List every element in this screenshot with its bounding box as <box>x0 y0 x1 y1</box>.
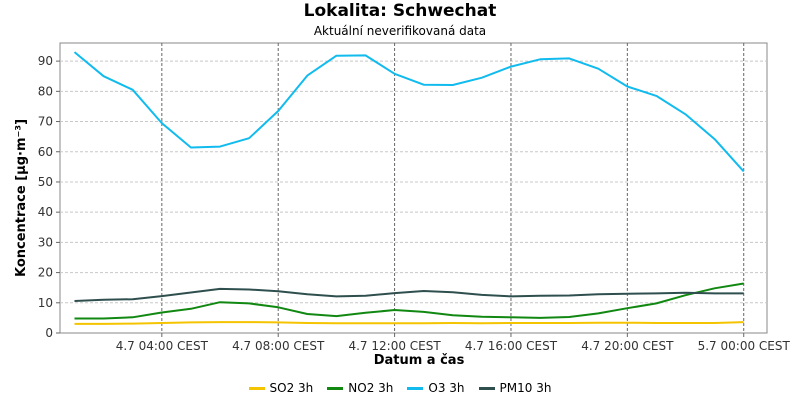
x-tick-label: 4.7 20:00 CEST <box>581 339 674 353</box>
legend-swatch <box>407 386 424 390</box>
legend-item: NO2 3h <box>327 381 393 395</box>
x-tick-label: 4.7 08:00 CEST <box>232 339 325 353</box>
legend-item: O3 3h <box>407 381 465 395</box>
chart-subtitle: Aktuální neverifikovaná data <box>313 24 487 38</box>
y-tick-label: 0 <box>45 326 53 340</box>
x-tick-label: 4.7 16:00 CEST <box>465 339 558 353</box>
series-line-pm10-3h <box>74 287 744 302</box>
y-tick-label: 40 <box>38 205 53 219</box>
legend-swatch <box>478 386 495 390</box>
series-line-no2-3h <box>74 282 744 320</box>
y-tick-label: 60 <box>38 145 53 159</box>
plot-frame <box>59 42 768 334</box>
y-tick-label: 70 <box>38 115 53 129</box>
legend-label: O3 3h <box>428 381 465 395</box>
legend-label: SO2 3h <box>269 381 314 395</box>
series-line-so2-3h <box>74 321 744 325</box>
legend-item: PM10 3h <box>478 381 552 395</box>
legend-item: SO2 3h <box>248 381 314 395</box>
y-tick-label: 10 <box>38 296 53 310</box>
chart-legend: SO2 3h NO2 3h O3 3h PM10 3h <box>0 381 800 395</box>
y-tick-label: 30 <box>38 235 53 249</box>
legend-label: PM10 3h <box>499 381 552 395</box>
x-tick-label: 4.7 12:00 CEST <box>348 339 441 353</box>
series-line-o3-3h <box>73 51 745 173</box>
x-tick-label: 5.7 00:00 CEST <box>698 339 791 353</box>
legend-swatch <box>248 386 265 390</box>
y-axis-label: Koncentrace [μg·m⁻³] <box>14 119 29 277</box>
y-tick-label: 50 <box>38 175 53 189</box>
x-axis-label: Datum a čas <box>374 353 465 368</box>
legend-swatch <box>327 386 344 390</box>
y-tick-label: 80 <box>38 84 53 98</box>
legend-label: NO2 3h <box>348 381 394 395</box>
y-tick-label: 90 <box>38 54 53 68</box>
chart-title: Lokalita: Schwechat <box>303 1 497 21</box>
x-tick-label: 4.7 04:00 CEST <box>116 339 209 353</box>
y-tick-label: 20 <box>38 266 53 280</box>
